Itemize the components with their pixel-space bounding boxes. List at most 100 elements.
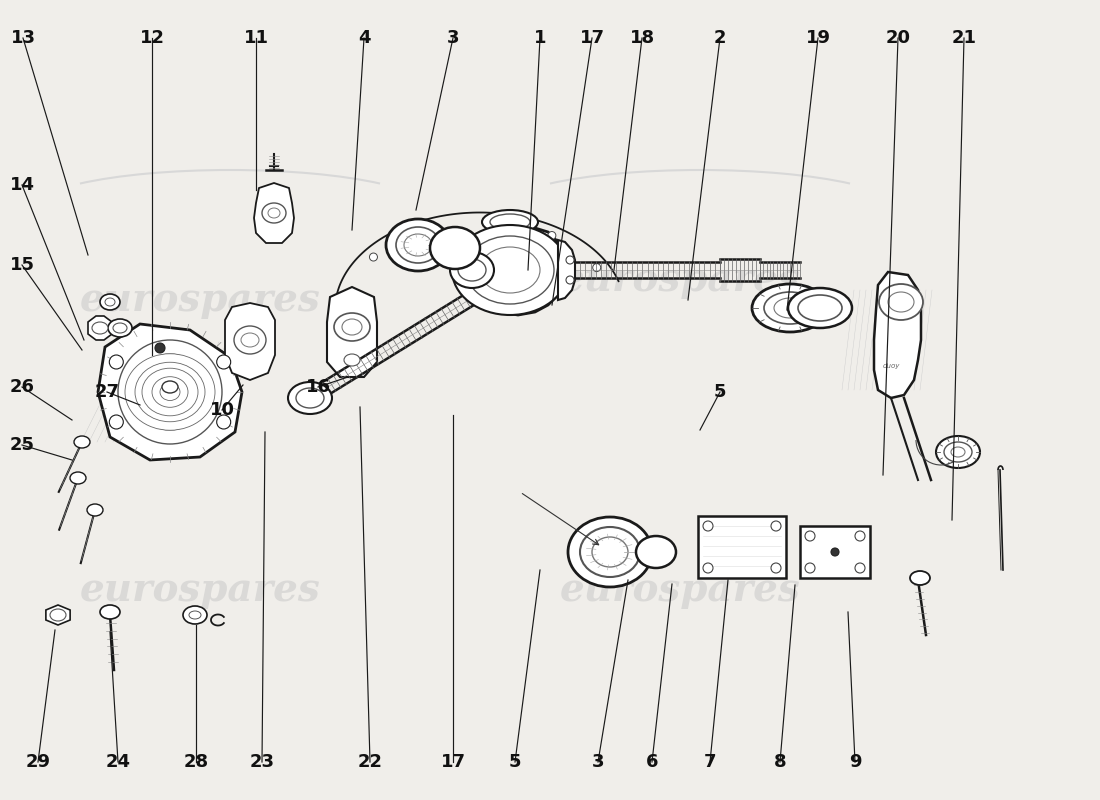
- Ellipse shape: [370, 253, 377, 261]
- Ellipse shape: [183, 606, 207, 624]
- Ellipse shape: [798, 295, 842, 321]
- Text: 14: 14: [10, 176, 34, 194]
- Ellipse shape: [162, 381, 178, 393]
- Text: 1: 1: [534, 29, 547, 47]
- Ellipse shape: [109, 415, 123, 429]
- Text: 20: 20: [886, 29, 911, 47]
- Text: eurospares: eurospares: [560, 571, 801, 609]
- Ellipse shape: [142, 368, 198, 416]
- Ellipse shape: [100, 605, 120, 619]
- Ellipse shape: [752, 284, 828, 332]
- Ellipse shape: [774, 298, 806, 318]
- Ellipse shape: [855, 563, 865, 573]
- Ellipse shape: [644, 542, 669, 562]
- Text: 2: 2: [714, 29, 726, 47]
- Ellipse shape: [396, 227, 440, 263]
- Ellipse shape: [593, 263, 601, 271]
- Ellipse shape: [855, 531, 865, 541]
- Bar: [800, 526, 870, 578]
- Ellipse shape: [288, 382, 332, 414]
- Text: 11: 11: [243, 29, 268, 47]
- Ellipse shape: [268, 208, 280, 218]
- Ellipse shape: [104, 298, 116, 306]
- Polygon shape: [472, 225, 568, 315]
- Ellipse shape: [830, 548, 839, 556]
- Ellipse shape: [944, 442, 972, 462]
- Ellipse shape: [217, 415, 231, 429]
- Text: eurospares: eurospares: [79, 281, 320, 319]
- Ellipse shape: [344, 354, 360, 366]
- Text: 6: 6: [646, 753, 658, 771]
- Ellipse shape: [703, 521, 713, 531]
- Text: 19: 19: [805, 29, 830, 47]
- Text: duoy: duoy: [882, 363, 900, 369]
- Ellipse shape: [296, 388, 324, 408]
- Ellipse shape: [458, 259, 486, 281]
- Text: 17: 17: [580, 29, 605, 47]
- Ellipse shape: [566, 256, 574, 264]
- Text: 17: 17: [440, 753, 465, 771]
- Ellipse shape: [636, 536, 676, 568]
- Text: 13: 13: [11, 29, 35, 47]
- Ellipse shape: [438, 234, 472, 262]
- Bar: [698, 516, 786, 578]
- Text: eurospares: eurospares: [560, 261, 801, 299]
- Ellipse shape: [241, 333, 258, 347]
- Ellipse shape: [148, 370, 192, 414]
- Text: 5: 5: [714, 383, 726, 401]
- Ellipse shape: [480, 247, 540, 293]
- Ellipse shape: [160, 383, 180, 401]
- Text: 3: 3: [447, 29, 460, 47]
- Text: 27: 27: [95, 383, 120, 401]
- Text: 26: 26: [10, 378, 34, 396]
- Polygon shape: [327, 287, 377, 377]
- Ellipse shape: [100, 294, 120, 310]
- Ellipse shape: [482, 210, 538, 234]
- Text: 24: 24: [106, 753, 131, 771]
- Ellipse shape: [771, 563, 781, 573]
- Ellipse shape: [125, 354, 214, 430]
- Text: eurospares: eurospares: [79, 571, 320, 609]
- Ellipse shape: [568, 517, 652, 587]
- Ellipse shape: [217, 355, 231, 369]
- Ellipse shape: [386, 219, 450, 271]
- Ellipse shape: [485, 218, 494, 226]
- Ellipse shape: [334, 313, 370, 341]
- Ellipse shape: [910, 571, 930, 585]
- Ellipse shape: [70, 472, 86, 484]
- Ellipse shape: [152, 377, 188, 407]
- Polygon shape: [226, 303, 275, 380]
- Text: 29: 29: [25, 753, 51, 771]
- Ellipse shape: [158, 380, 182, 404]
- Text: 12: 12: [140, 29, 165, 47]
- Ellipse shape: [466, 236, 554, 304]
- Ellipse shape: [592, 537, 628, 567]
- Ellipse shape: [703, 563, 713, 573]
- Text: 4: 4: [358, 29, 371, 47]
- Text: 9: 9: [849, 753, 861, 771]
- Text: 8: 8: [773, 753, 786, 771]
- Ellipse shape: [108, 319, 132, 337]
- Ellipse shape: [771, 521, 781, 531]
- Ellipse shape: [50, 609, 66, 621]
- Text: 28: 28: [184, 753, 209, 771]
- Ellipse shape: [262, 203, 286, 223]
- Polygon shape: [254, 183, 294, 243]
- Text: 22: 22: [358, 753, 383, 771]
- Ellipse shape: [132, 354, 208, 430]
- Ellipse shape: [450, 252, 494, 288]
- Ellipse shape: [113, 323, 127, 333]
- Ellipse shape: [404, 234, 432, 256]
- Text: 21: 21: [952, 29, 977, 47]
- Ellipse shape: [888, 292, 914, 312]
- Ellipse shape: [87, 504, 103, 516]
- Text: 15: 15: [10, 256, 34, 274]
- Ellipse shape: [74, 436, 90, 448]
- Ellipse shape: [342, 319, 362, 335]
- Polygon shape: [88, 316, 112, 340]
- Polygon shape: [558, 240, 575, 300]
- Polygon shape: [874, 272, 921, 398]
- Ellipse shape: [936, 436, 980, 468]
- Ellipse shape: [135, 362, 205, 422]
- Text: 7: 7: [704, 753, 716, 771]
